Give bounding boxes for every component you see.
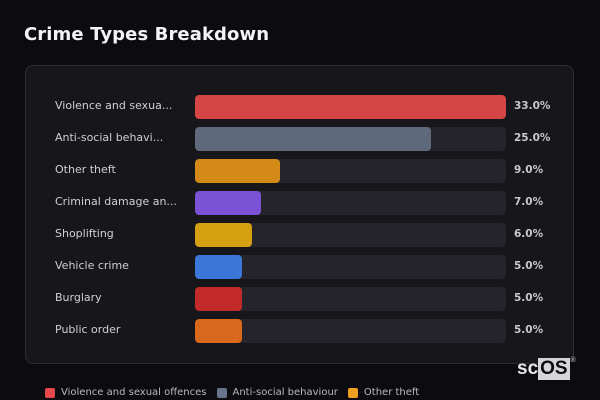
- bar-row: Criminal damage an... 7.0%: [26, 191, 573, 215]
- bar-label: Public order: [55, 323, 121, 336]
- bar-track: [195, 159, 506, 183]
- bar-value: 9.0%: [514, 164, 544, 176]
- chart-title: Crime Types Breakdown: [24, 24, 270, 45]
- bar-label: Other theft: [55, 163, 116, 176]
- bar-label: Anti-social behavi...: [55, 131, 164, 144]
- bar-track: [195, 191, 506, 215]
- bar-value: 5.0%: [514, 260, 544, 272]
- watermark-logo: sc OS ®: [517, 357, 576, 380]
- bar-value: 7.0%: [514, 196, 544, 208]
- bar-label: Vehicle crime: [55, 259, 129, 272]
- bar-track: [195, 223, 506, 247]
- bar-value: 5.0%: [514, 324, 544, 336]
- bar-fill[interactable]: [195, 127, 431, 151]
- bar-fill[interactable]: [195, 255, 243, 279]
- bar-track: [195, 127, 506, 151]
- watermark-text-b: OS: [538, 358, 570, 380]
- legend-swatch-icon: [216, 387, 227, 398]
- bar-row: Shoplifting 6.0%: [26, 223, 573, 247]
- bar-row: Public order 5.0%: [26, 319, 573, 343]
- bar-row: Anti-social behavi... 25.0%: [26, 127, 573, 151]
- bar-value: 33.0%: [514, 100, 551, 112]
- legend-item[interactable]: Violence and sexual offences: [45, 387, 207, 398]
- bar-fill[interactable]: [195, 191, 261, 215]
- chart-card: Violence and sexua... 33.0% Anti-social be…: [25, 65, 574, 364]
- legend-swatch-icon: [347, 387, 358, 398]
- bar-fill[interactable]: [195, 159, 280, 183]
- bar-track: [195, 255, 506, 279]
- bar-label: Burglary: [55, 291, 102, 304]
- bar-value: 5.0%: [514, 292, 544, 304]
- bar-fill[interactable]: [195, 95, 506, 119]
- legend-label: Other theft: [363, 387, 420, 398]
- bar-value: 25.0%: [514, 132, 551, 144]
- legend-item[interactable]: Other theft: [347, 387, 420, 398]
- legend-item[interactable]: Anti-social behaviour: [216, 387, 338, 398]
- bar-label: Shoplifting: [55, 227, 114, 240]
- bar-label: Violence and sexua...: [55, 99, 173, 112]
- legend-label: Violence and sexual offences: [61, 387, 207, 398]
- bar-row: Violence and sexua... 33.0%: [26, 95, 573, 119]
- bar-fill[interactable]: [195, 319, 243, 343]
- bar-track: [195, 319, 506, 343]
- bar-fill[interactable]: [195, 223, 252, 247]
- watermark-text-a: sc: [517, 358, 539, 379]
- bar-row: Vehicle crime 5.0%: [26, 255, 573, 279]
- bar-track: [195, 95, 506, 119]
- bar-row: Burglary 5.0%: [26, 287, 573, 311]
- registered-icon: ®: [570, 357, 576, 364]
- legend-label: Anti-social behaviour: [232, 387, 338, 398]
- bar-row: Other theft 9.0%: [26, 159, 573, 183]
- bar-label: Criminal damage an...: [55, 195, 177, 208]
- chart-legend: Violence and sexual offences Anti-social …: [45, 387, 429, 398]
- bar-value: 6.0%: [514, 228, 544, 240]
- bar-fill[interactable]: [195, 287, 243, 311]
- legend-swatch-icon: [45, 387, 55, 398]
- bar-track: [195, 287, 506, 311]
